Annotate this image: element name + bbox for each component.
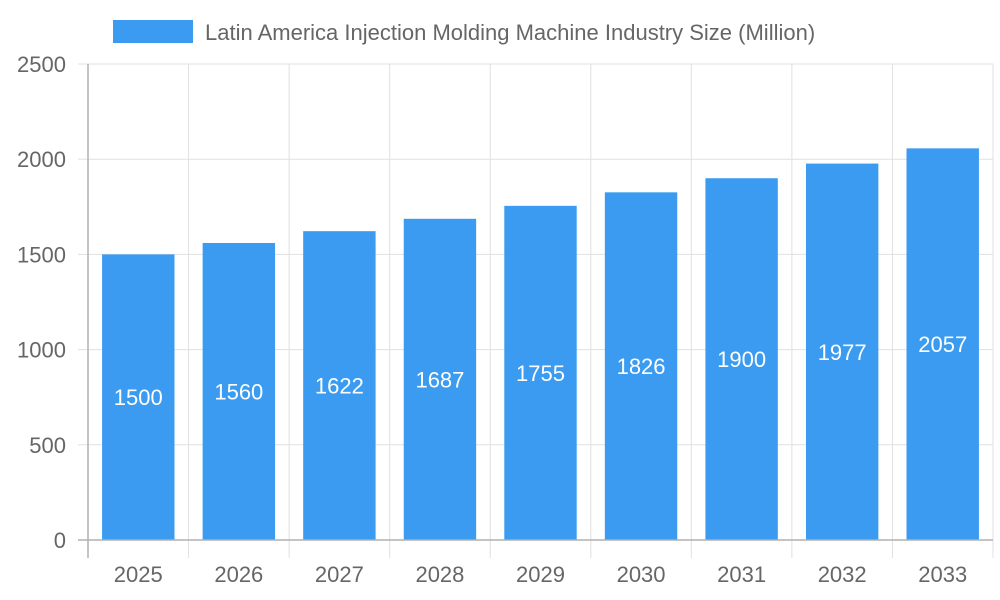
x-tick-label: 2031 [717,562,766,587]
legend[interactable]: Latin America Injection Molding Machine … [113,20,815,45]
y-tick-label: 2000 [17,147,66,172]
bar-2025[interactable] [102,254,175,540]
x-tick-label: 2033 [918,562,967,587]
bar-2026[interactable] [202,242,276,540]
x-tick-label: 2030 [617,562,666,587]
y-tick-label: 500 [29,433,66,458]
data-label: 1687 [415,367,464,392]
bar-2030[interactable] [604,192,678,541]
data-label: 1826 [617,354,666,379]
x-tick-label: 2027 [315,562,364,587]
x-tick-label: 2025 [114,562,163,587]
bars: 1500 1560 1622 1687 1755 1826 1900 1977 2057 [102,148,979,541]
data-label: 2057 [918,332,967,357]
x-tick-label: 2026 [214,562,263,587]
bar-2029[interactable] [504,205,577,540]
y-tick-label: 0 [54,528,66,553]
data-label: 1755 [516,361,565,386]
legend-label: Latin America Injection Molding Machine … [205,20,815,45]
bar-2027[interactable] [303,231,376,540]
bar-2032[interactable] [805,163,879,540]
y-tick-label: 2500 [17,52,66,77]
data-label: 1977 [818,340,867,365]
data-label: 1900 [717,347,766,372]
bar-2031[interactable] [705,178,778,541]
axes: 0 500 1000 1500 2000 2500 2025 2026 2027 2028 2029… [17,52,994,587]
data-label: 1560 [214,379,263,404]
bar-2033[interactable] [906,148,979,540]
data-label: 1622 [315,374,364,399]
x-tick-label: 2029 [516,562,565,587]
data-label: 1500 [114,385,163,410]
legend-swatch [113,20,193,43]
bar-2028[interactable] [403,218,477,540]
x-tick-label: 2028 [415,562,464,587]
y-tick-label: 1000 [17,338,66,363]
y-tick-label: 1500 [17,242,66,267]
x-tick-label: 2032 [818,562,867,587]
